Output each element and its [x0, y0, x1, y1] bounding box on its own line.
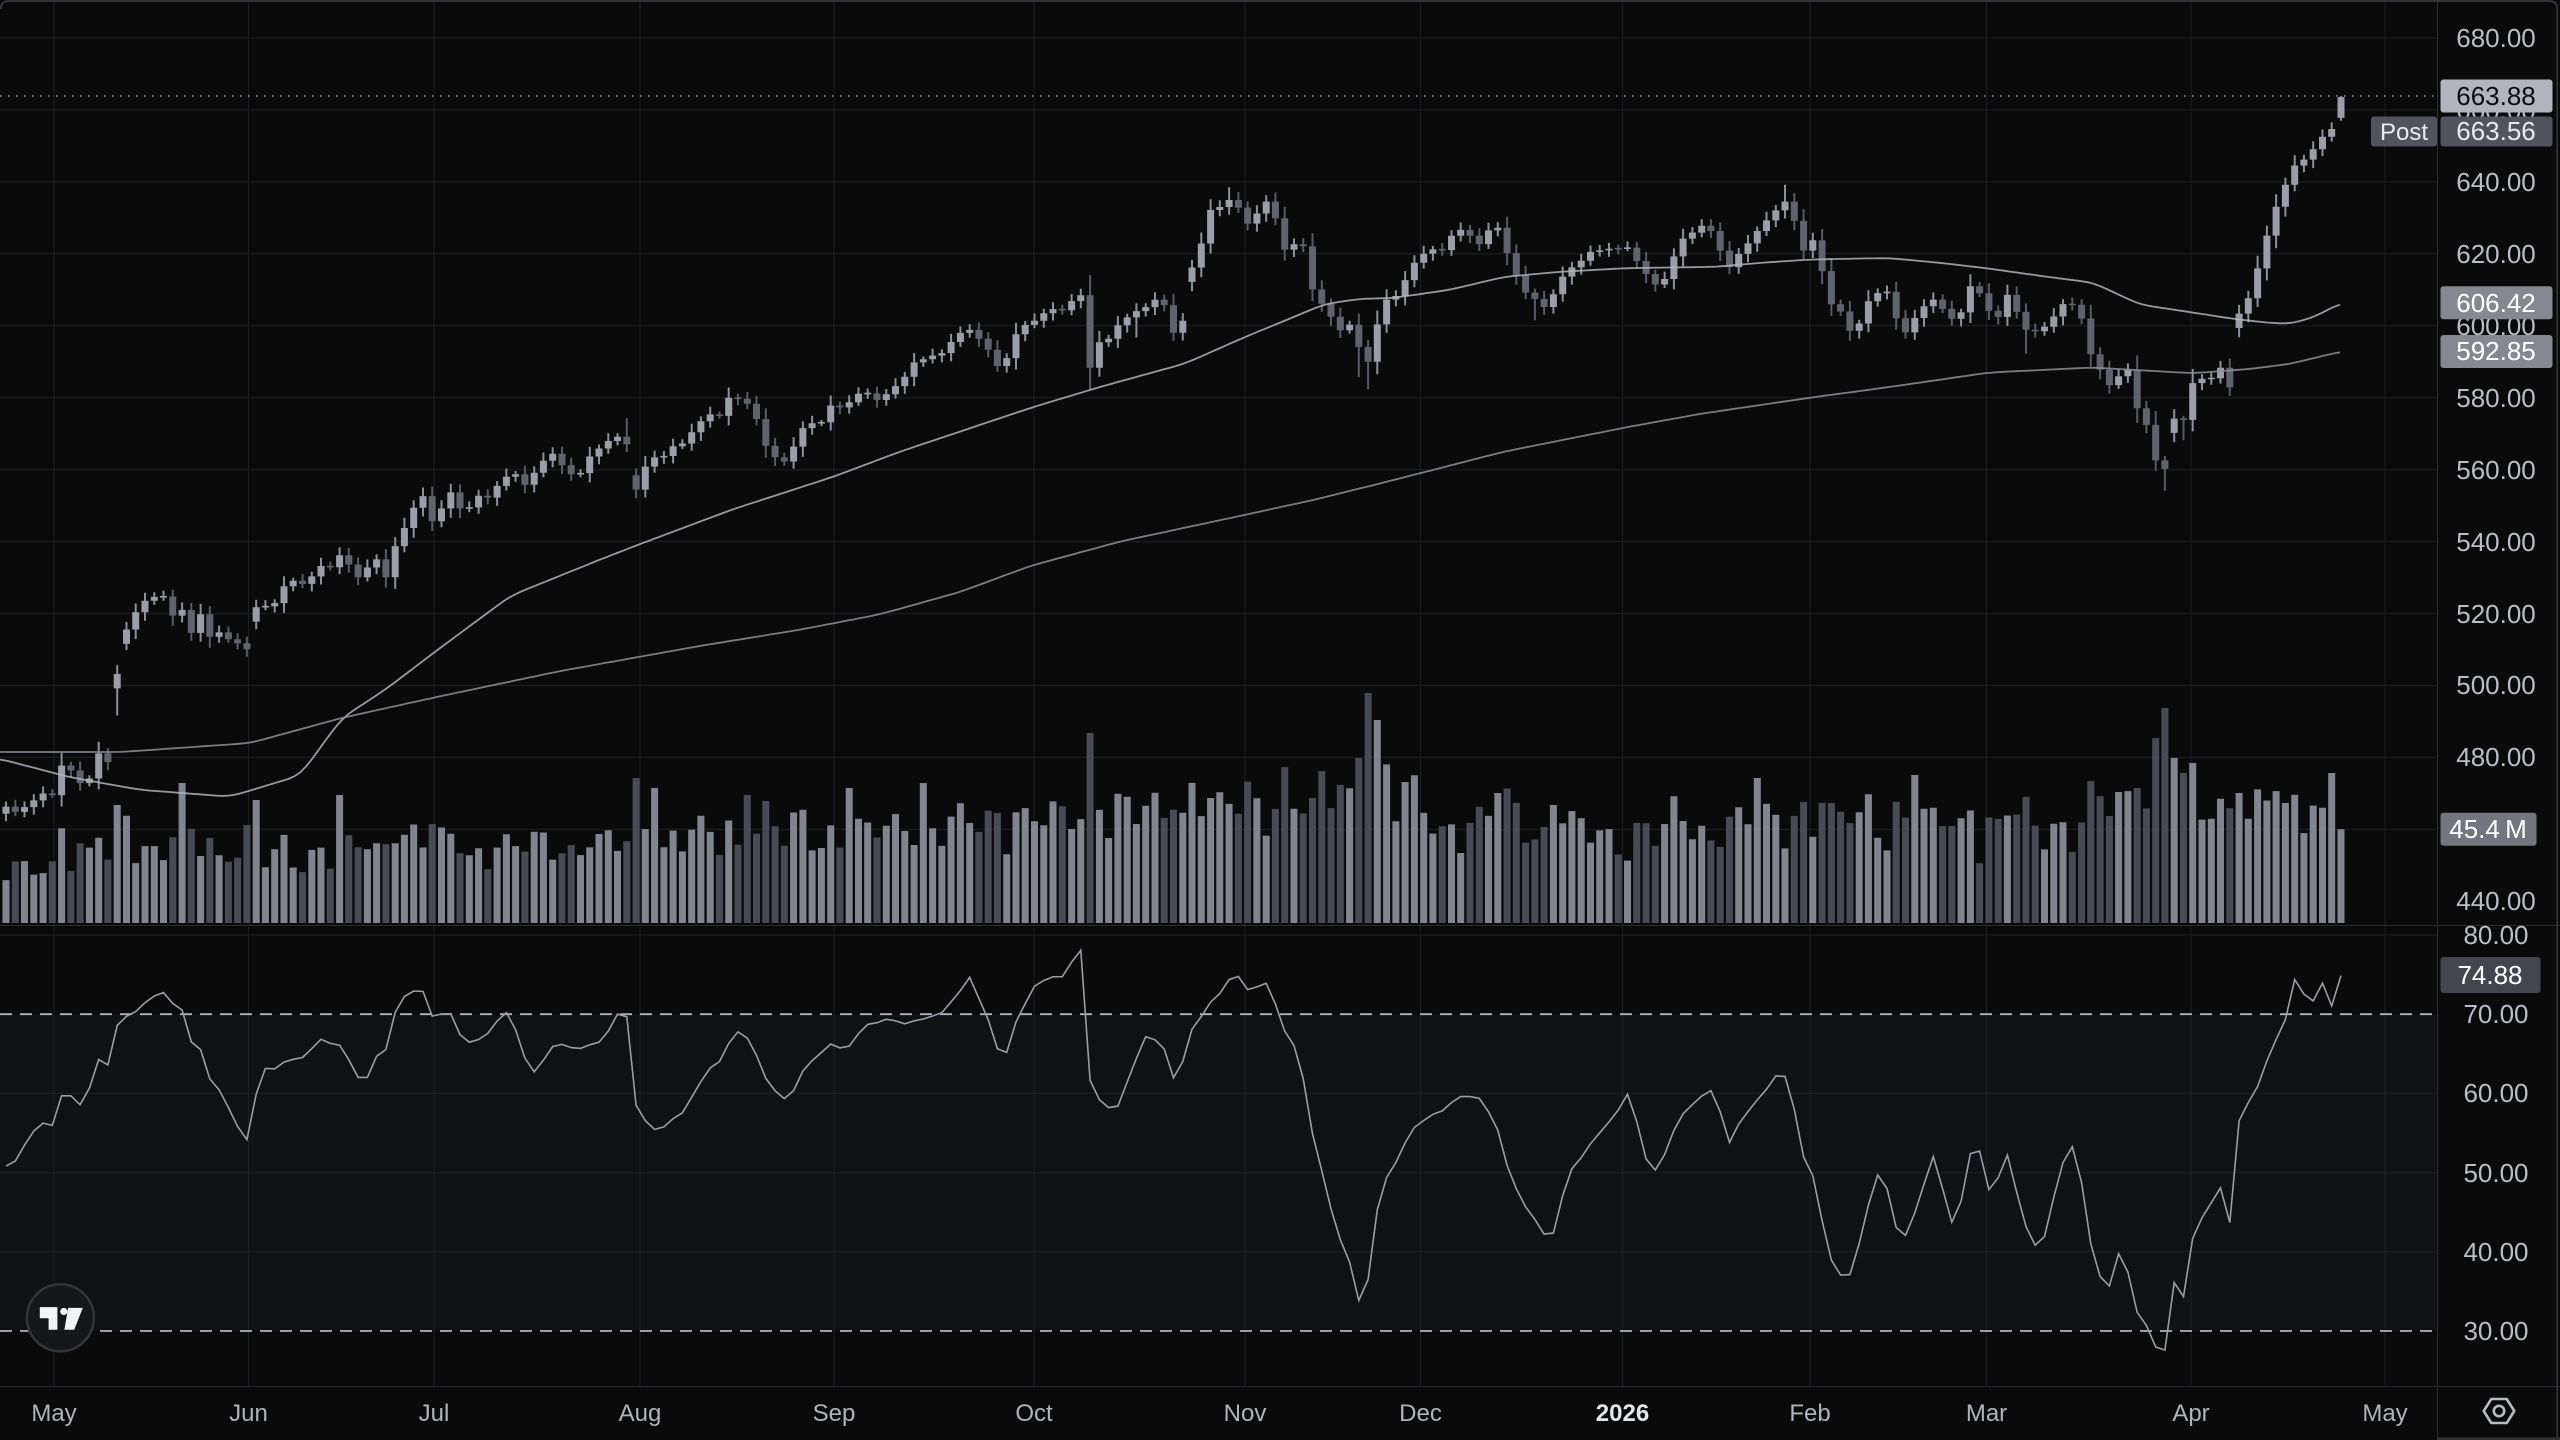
- svg-text:50.00: 50.00: [2463, 1158, 2528, 1188]
- svg-text:Aug: Aug: [619, 1400, 662, 1427]
- svg-text:606.42: 606.42: [2456, 288, 2536, 318]
- svg-text:580.00: 580.00: [2456, 383, 2536, 413]
- svg-text:70.00: 70.00: [2463, 999, 2528, 1029]
- svg-text:May: May: [31, 1400, 76, 1427]
- svg-text:480.00: 480.00: [2456, 742, 2536, 772]
- svg-text:680.00: 680.00: [2456, 23, 2536, 53]
- svg-text:Oct: Oct: [1015, 1400, 1053, 1427]
- svg-text:Apr: Apr: [2172, 1400, 2209, 1427]
- svg-text:Mar: Mar: [1966, 1400, 2007, 1427]
- svg-text:80.00: 80.00: [2463, 920, 2528, 950]
- svg-text:2026: 2026: [1596, 1400, 1649, 1427]
- svg-text:620.00: 620.00: [2456, 239, 2536, 269]
- svg-text:74.88: 74.88: [2457, 960, 2522, 990]
- svg-text:Dec: Dec: [1399, 1400, 1442, 1427]
- svg-text:540.00: 540.00: [2456, 527, 2536, 557]
- svg-text:663.56: 663.56: [2456, 116, 2536, 146]
- svg-text:Jul: Jul: [419, 1400, 450, 1427]
- svg-text:Post: Post: [2380, 119, 2428, 146]
- svg-text:Sep: Sep: [813, 1400, 856, 1427]
- svg-text:560.00: 560.00: [2456, 455, 2536, 485]
- svg-text:640.00: 640.00: [2456, 167, 2536, 197]
- svg-text:Jun: Jun: [229, 1400, 268, 1427]
- svg-text:45.4 M: 45.4 M: [2449, 814, 2526, 844]
- svg-text:663.88: 663.88: [2456, 81, 2536, 111]
- svg-text:500.00: 500.00: [2456, 670, 2536, 700]
- svg-text:60.00: 60.00: [2463, 1078, 2528, 1108]
- svg-text:592.85: 592.85: [2456, 336, 2536, 366]
- svg-text:Feb: Feb: [1789, 1400, 1830, 1427]
- svg-text:520.00: 520.00: [2456, 599, 2536, 629]
- svg-text:440.00: 440.00: [2456, 886, 2536, 916]
- svg-text:30.00: 30.00: [2463, 1316, 2528, 1346]
- svg-text:May: May: [2362, 1400, 2407, 1427]
- svg-text:40.00: 40.00: [2463, 1237, 2528, 1267]
- svg-text:Nov: Nov: [1224, 1400, 1267, 1427]
